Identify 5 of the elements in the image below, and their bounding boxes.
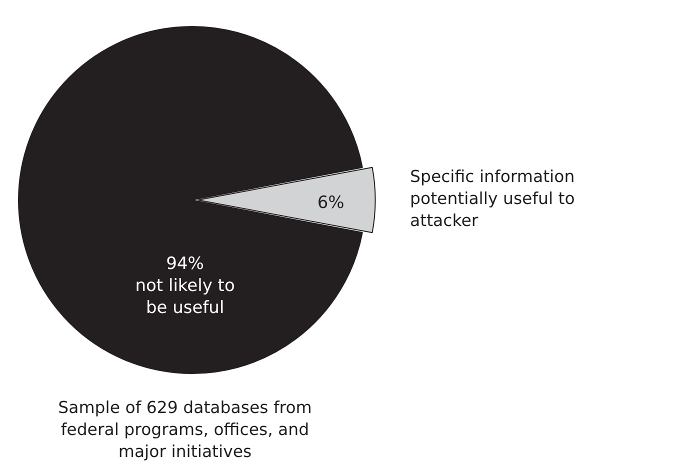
data-label: 6% xyxy=(317,192,344,213)
data-label: 94% xyxy=(166,254,204,274)
slice-label: Specific information potentially useful to attacker xyxy=(410,166,576,232)
text: Sample of 629 databases from federal programs, offices, and major initiatives xyxy=(57,397,313,463)
slice-label: not likely to be useful xyxy=(135,276,235,318)
